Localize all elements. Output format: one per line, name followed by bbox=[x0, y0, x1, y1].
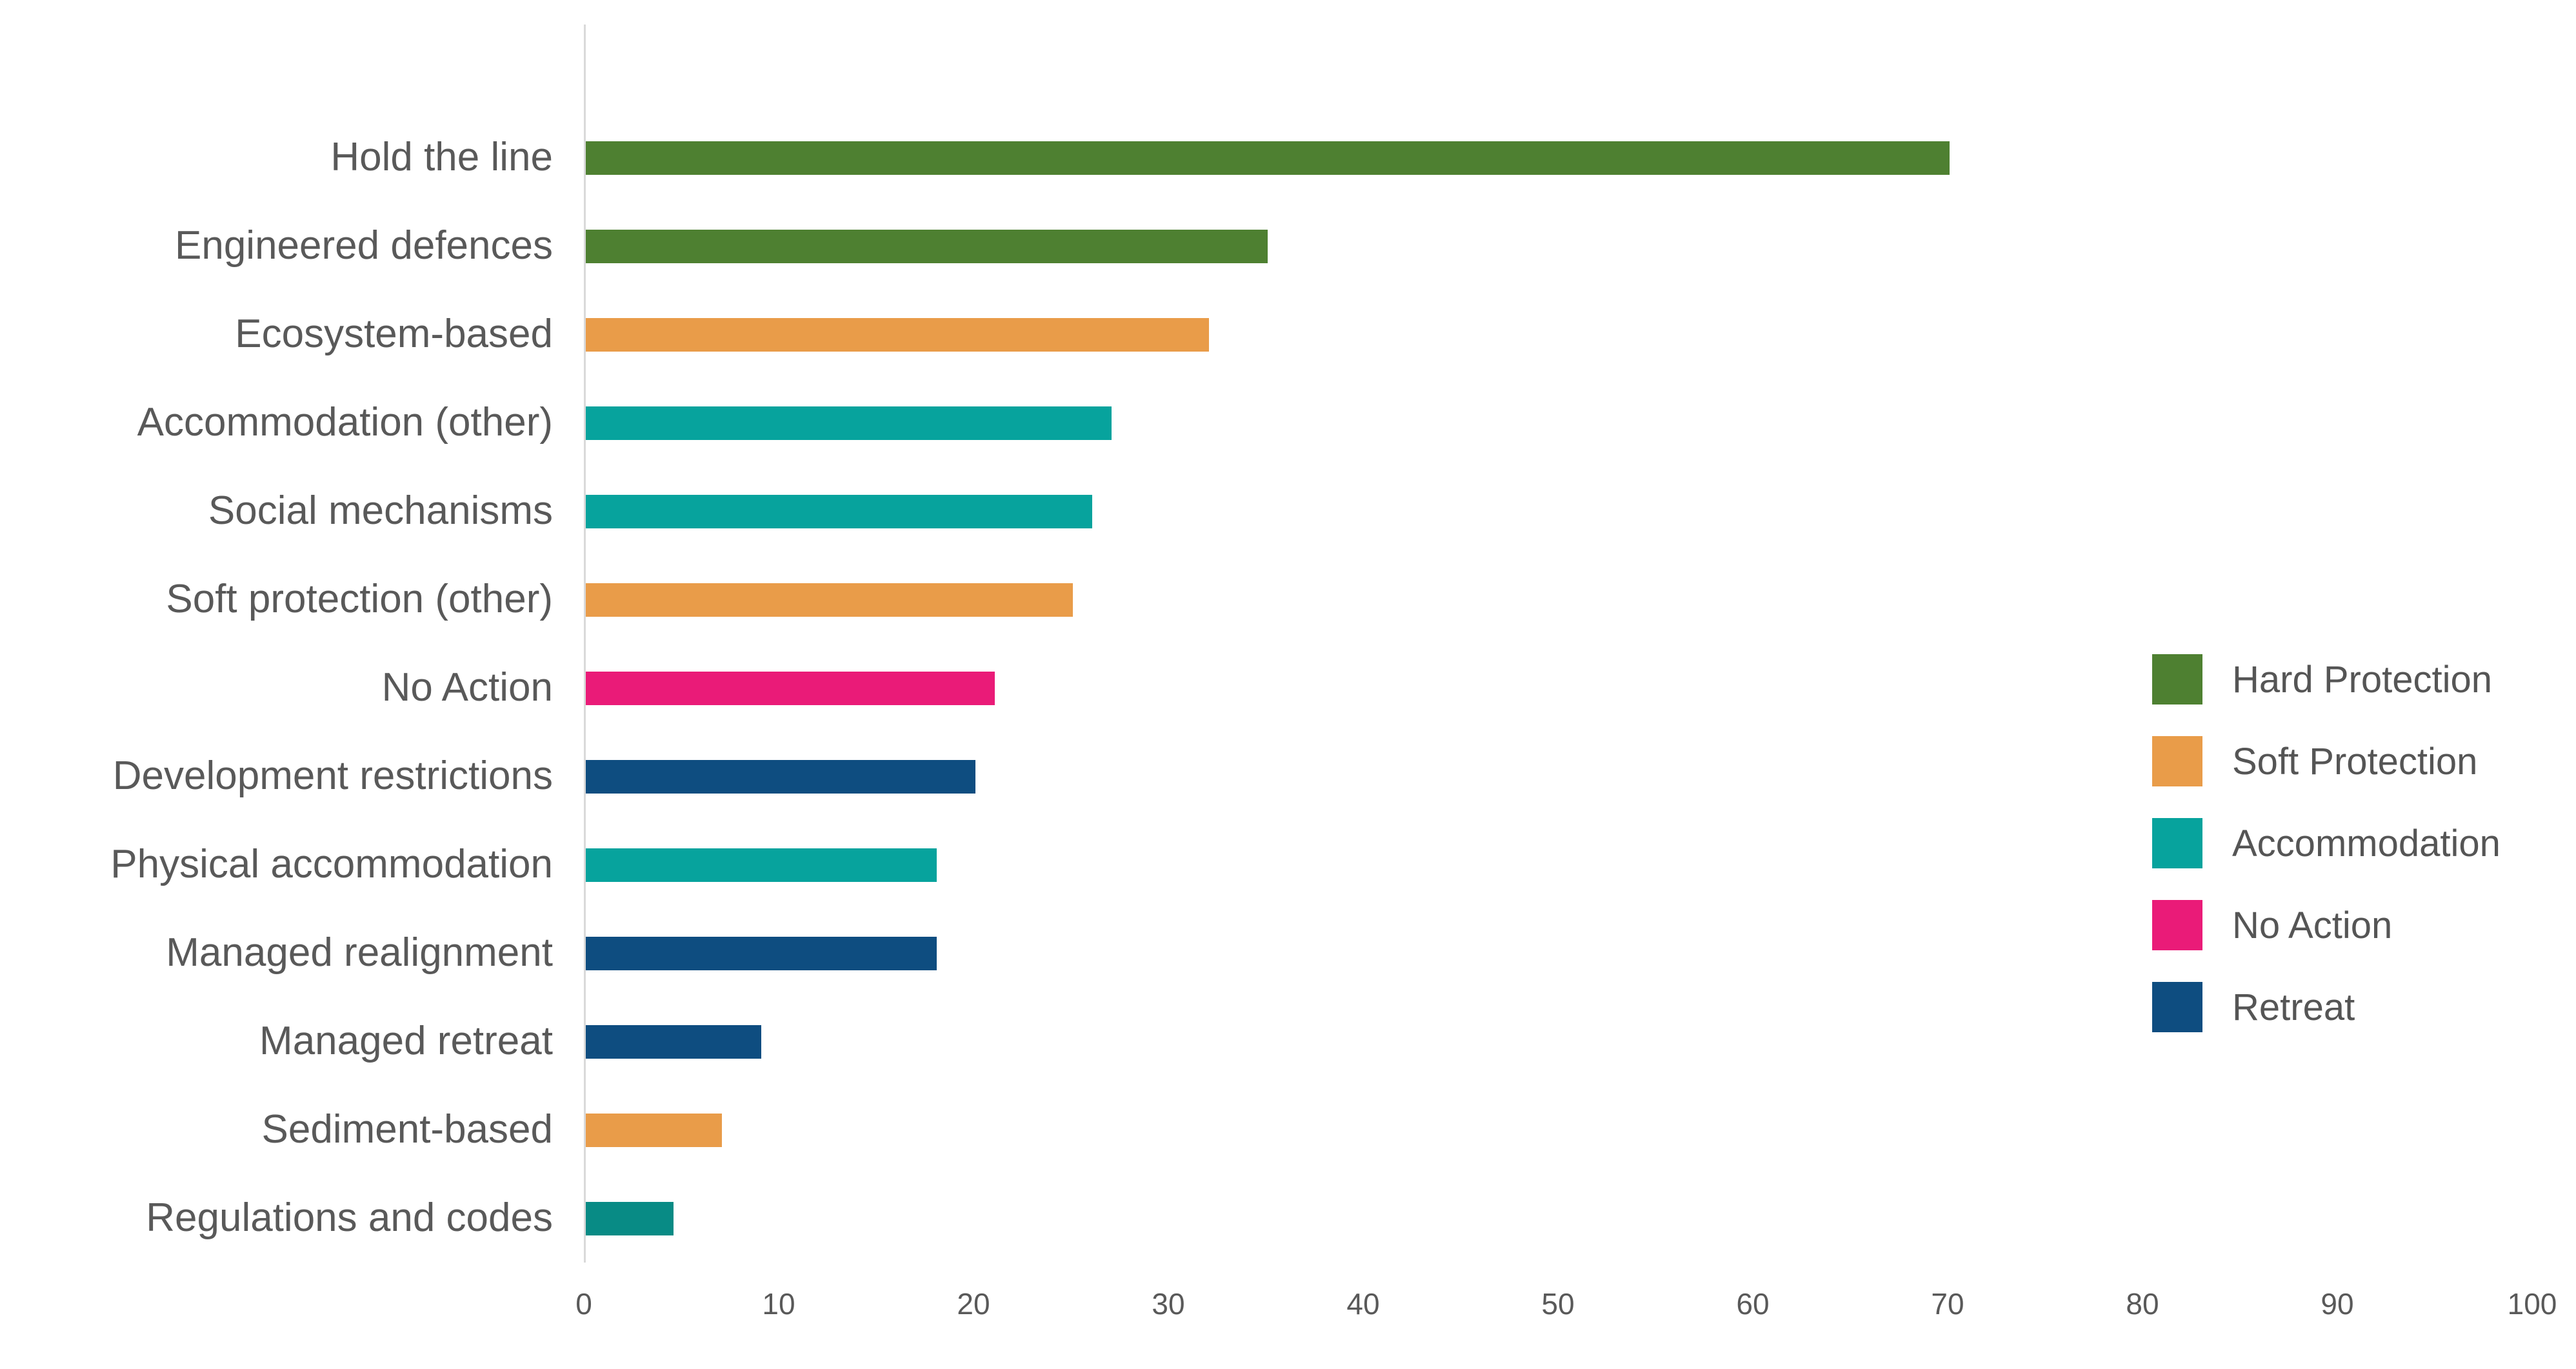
bar-row: Social mechanisms bbox=[0, 467, 2576, 555]
legend-label: Soft Protection bbox=[2232, 740, 2478, 783]
bar bbox=[586, 1024, 761, 1059]
bar-row: Managed realignment bbox=[0, 909, 2576, 997]
legend-label: Retreat bbox=[2232, 986, 2355, 1028]
legend-swatch bbox=[2152, 654, 2202, 704]
category-label: Managed retreat bbox=[259, 1019, 553, 1064]
bar bbox=[586, 494, 1093, 528]
category-label: Ecosystem-based bbox=[235, 312, 553, 357]
legend-swatch bbox=[2152, 736, 2202, 786]
category-label: Soft protection (other) bbox=[166, 577, 553, 622]
bar-track bbox=[584, 494, 2576, 528]
bar-row: Sediment-based bbox=[0, 1086, 2576, 1174]
legend-row: Retreat bbox=[2152, 982, 2501, 1032]
category-label: Hold the line bbox=[330, 135, 553, 180]
bar bbox=[586, 671, 995, 705]
bar-row: Engineered defences bbox=[0, 202, 2576, 290]
legend-swatch bbox=[2152, 818, 2202, 868]
category-label: Managed realignment bbox=[166, 930, 553, 975]
legend-label: Accommodation bbox=[2232, 822, 2501, 864]
x-axis-tick-label: 20 bbox=[957, 1287, 990, 1321]
x-axis-tick-label: 100 bbox=[2507, 1287, 2557, 1321]
bar-row: Regulations and codes bbox=[0, 1174, 2576, 1263]
bar-track bbox=[584, 583, 2576, 617]
legend-label: Hard Protection bbox=[2232, 658, 2492, 701]
bar-row: No Action bbox=[0, 644, 2576, 732]
legend-label: No Action bbox=[2232, 904, 2393, 946]
x-axis-tick-label: 60 bbox=[1736, 1287, 1770, 1321]
bar-track bbox=[584, 759, 2576, 794]
bar-track bbox=[584, 1113, 2576, 1147]
bar-row: Hold the line bbox=[0, 114, 2576, 202]
bar-row: Ecosystem-based bbox=[0, 290, 2576, 379]
legend-row: Accommodation bbox=[2152, 818, 2501, 868]
category-label: No Action bbox=[381, 665, 553, 710]
category-label: Sediment-based bbox=[261, 1107, 554, 1152]
bar bbox=[586, 229, 1268, 263]
legend-row: Soft Protection bbox=[2152, 736, 2501, 786]
category-label: Social mechanisms bbox=[208, 488, 553, 534]
legend: Hard Protection Soft Protection Accommodat… bbox=[2152, 654, 2501, 1064]
bar-row: Managed retreat bbox=[0, 997, 2576, 1086]
bar-track bbox=[584, 671, 2576, 705]
bar-track bbox=[584, 936, 2576, 970]
bar-track bbox=[584, 141, 2576, 175]
x-axis-tick-label: 10 bbox=[762, 1287, 795, 1321]
bar-row: Physical accommodation bbox=[0, 821, 2576, 909]
bar-track bbox=[584, 317, 2576, 352]
category-label: Physical accommodation bbox=[110, 842, 553, 887]
category-label: Accommodation (other) bbox=[137, 400, 553, 445]
bar bbox=[586, 317, 1210, 352]
bar-track bbox=[584, 848, 2576, 882]
bar-track bbox=[584, 1201, 2576, 1235]
x-axis-tick-label: 90 bbox=[2321, 1287, 2354, 1321]
bar-row: Accommodation (other) bbox=[0, 379, 2576, 467]
legend-swatch bbox=[2152, 900, 2202, 950]
x-axis: 0 10 20 30 40 50 60 70 80 90 100 bbox=[0, 1289, 2576, 1328]
bar bbox=[586, 1113, 723, 1147]
bar-row: Soft protection (other) bbox=[0, 555, 2576, 644]
x-axis-tick-label: 40 bbox=[1346, 1287, 1380, 1321]
bar-row: Development restrictions bbox=[0, 732, 2576, 821]
category-label: Regulations and codes bbox=[146, 1195, 553, 1241]
bar bbox=[586, 406, 1112, 440]
bar-rows: Hold the line Engineered defences Ecosyste… bbox=[0, 114, 2576, 1263]
bar bbox=[586, 936, 937, 970]
x-axis-tick-label: 50 bbox=[1541, 1287, 1575, 1321]
x-axis-tick-label: 0 bbox=[575, 1287, 592, 1321]
y-axis-line bbox=[584, 25, 586, 1263]
bar-track bbox=[584, 1024, 2576, 1059]
bar bbox=[586, 759, 975, 794]
x-axis-tick-label: 80 bbox=[2126, 1287, 2159, 1321]
bar bbox=[586, 141, 1950, 175]
legend-swatch bbox=[2152, 982, 2202, 1032]
bar bbox=[586, 848, 937, 882]
bar bbox=[586, 583, 1073, 617]
category-label: Engineered defences bbox=[174, 223, 553, 268]
x-axis-tick-label: 30 bbox=[1152, 1287, 1185, 1321]
bar-track bbox=[584, 229, 2576, 263]
bar bbox=[586, 1201, 674, 1235]
legend-row: No Action bbox=[2152, 900, 2501, 950]
bar-track bbox=[584, 406, 2576, 440]
x-axis-tick-label: 70 bbox=[1931, 1287, 1964, 1321]
legend-row: Hard Protection bbox=[2152, 654, 2501, 704]
category-label: Development restrictions bbox=[112, 754, 553, 799]
